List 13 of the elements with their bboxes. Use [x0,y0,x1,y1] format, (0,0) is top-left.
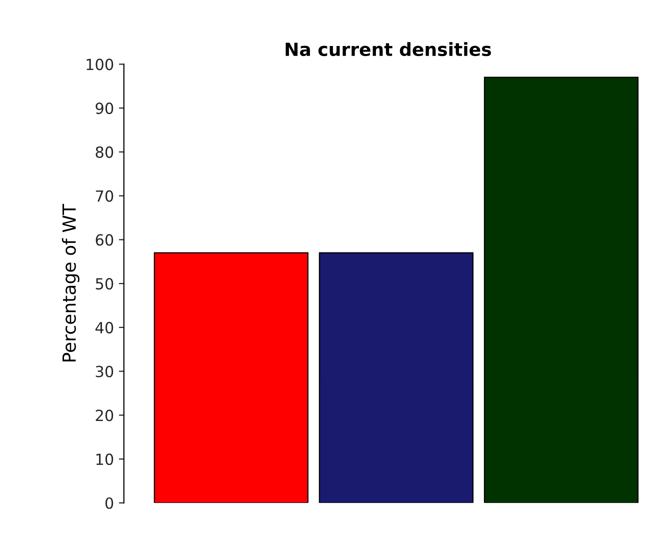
chart-title: Na current densities [286,42,491,56]
y-axis-title: Percentage of WT [62,204,80,362]
y-tick-label: 70 [96,190,114,202]
y-tick-label: 10 [96,453,114,466]
y-tick-label: 90 [96,102,114,114]
y-tick-label: 0 [105,497,114,509]
y-tick-label: 30 [96,366,114,378]
y-tick-label: 100 [86,58,114,70]
y-tick-label: 60 [96,234,114,246]
y-tick-label: 20 [96,410,114,422]
y-tick-label: 50 [96,278,114,290]
y-tick-label: 40 [95,322,114,334]
y-tick-label: 80 [96,146,114,158]
